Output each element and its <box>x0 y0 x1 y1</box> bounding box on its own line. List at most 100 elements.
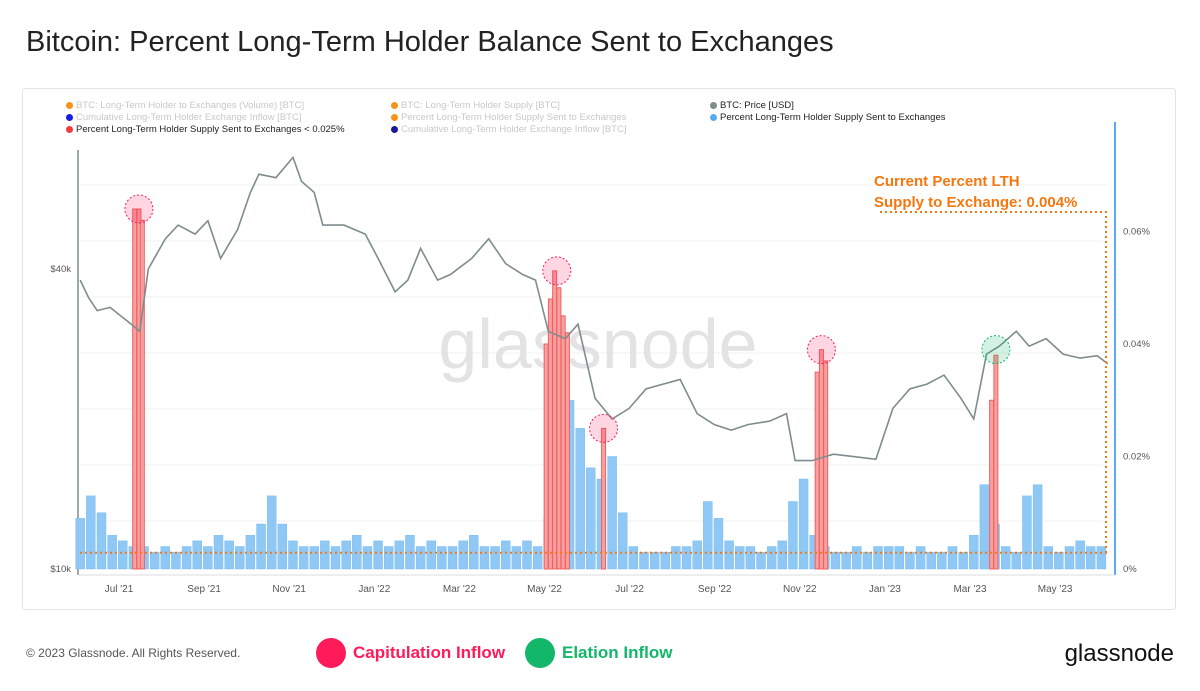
bar <box>373 540 383 570</box>
bar <box>501 540 511 570</box>
copyright: © 2023 Glassnode. All Rights Reserved. <box>26 646 241 660</box>
legend-label: Percent Long-Term Holder Supply Sent to … <box>76 124 345 135</box>
bar <box>937 551 947 570</box>
legend-label: BTC: Long-Term Holder Supply [BTC] <box>401 100 560 111</box>
bar <box>298 546 309 570</box>
bar <box>1011 551 1022 570</box>
legend-label: Percent Long-Term Holder Supply Sent to … <box>401 112 627 123</box>
capitulation-dot-icon <box>316 638 346 668</box>
bar <box>479 546 490 570</box>
bar <box>671 546 681 570</box>
left-tick-label: $10k <box>50 564 71 575</box>
bar <box>75 518 85 570</box>
x-tick-label: Nov '22 <box>783 584 817 595</box>
bar <box>1096 546 1107 570</box>
bar <box>639 551 649 570</box>
legend-dot-icon <box>391 113 398 121</box>
x-tick-label: Jul '21 <box>105 584 134 595</box>
left-tick-label: $40k <box>50 264 71 275</box>
legend-dot-icon <box>66 113 73 121</box>
bar <box>384 546 394 570</box>
x-tick-label: May '23 <box>1038 584 1073 595</box>
bar <box>192 540 202 570</box>
red-bar <box>547 298 553 570</box>
red-bar <box>556 287 562 570</box>
bar <box>788 501 798 570</box>
legend-item[interactable]: BTC: Long-Term Holder to Exchanges (Volu… <box>66 100 304 111</box>
bar <box>522 540 532 570</box>
elation-label: Elation Inflow <box>562 643 673 662</box>
bar <box>181 546 192 570</box>
legend-item[interactable]: Percent Long-Term Holder Supply Sent to … <box>66 124 345 135</box>
legend-dot-icon <box>710 113 717 121</box>
bar <box>341 540 351 570</box>
bar <box>330 546 341 570</box>
x-tick-label: Jan '22 <box>358 584 390 595</box>
bar <box>224 540 234 570</box>
bar <box>947 546 958 570</box>
bar <box>447 546 458 570</box>
x-tick-label: Jul '22 <box>615 584 644 595</box>
red-bar <box>823 360 829 570</box>
bar <box>745 546 756 570</box>
bar <box>1032 484 1043 570</box>
bar <box>235 546 245 570</box>
legend-label: Cumulative Long-Term Holder Exchange Inf… <box>401 124 627 135</box>
bar <box>1075 540 1085 570</box>
elation-highlight <box>981 335 1011 365</box>
legend-item[interactable]: Cumulative Long-Term Holder Exchange Inf… <box>391 124 626 135</box>
legend-label: BTC: Long-Term Holder to Exchanges (Volu… <box>76 100 305 111</box>
bar <box>458 540 468 570</box>
bar <box>660 551 670 570</box>
red-bar <box>818 349 824 570</box>
bar <box>213 535 224 570</box>
bar <box>915 546 926 570</box>
brand-logo: glassnode <box>1064 640 1174 667</box>
right-tick-label: 0.06% <box>1123 227 1150 238</box>
legend-item[interactable]: BTC: Price [USD] <box>710 100 794 111</box>
legend-dot-icon <box>391 125 398 133</box>
bar <box>96 512 107 570</box>
bar <box>979 484 990 570</box>
bar <box>692 540 702 570</box>
legend-item[interactable]: Percent Long-Term Holder Supply Sent to … <box>391 112 627 123</box>
capitulation-highlight <box>806 335 836 365</box>
bar <box>532 546 543 570</box>
bar <box>798 478 809 570</box>
bar <box>362 546 373 570</box>
x-tick-label: Jan '23 <box>869 584 901 595</box>
bar <box>426 540 436 570</box>
bar <box>830 551 841 570</box>
bar <box>724 540 734 570</box>
legend-item[interactable]: Cumulative Long-Term Holder Exchange Inf… <box>66 112 301 123</box>
bar <box>841 551 851 570</box>
x-tick-label: Sep '22 <box>698 584 732 595</box>
bar <box>894 546 905 570</box>
bar <box>437 546 447 570</box>
capitulation-label: Capitulation Inflow <box>353 643 506 662</box>
bar <box>394 540 405 570</box>
bar <box>1022 495 1032 570</box>
red-bar <box>993 354 999 570</box>
elation-legend: Elation Inflow <box>525 638 673 668</box>
capitulation-highlight <box>589 413 619 443</box>
bar <box>873 546 883 570</box>
bar <box>649 551 660 570</box>
right-tick-label: 0.04% <box>1123 339 1150 350</box>
capitulation-legend: Capitulation Inflow <box>316 638 505 668</box>
red-bar <box>989 399 995 570</box>
bar <box>1054 551 1064 570</box>
bar <box>1064 546 1075 570</box>
bar <box>862 551 873 570</box>
bar <box>288 540 298 570</box>
bar <box>277 523 288 570</box>
red-bar <box>814 371 820 570</box>
annotation-text: Supply to Exchange: 0.004% <box>874 194 1077 211</box>
legend-label: Percent Long-Term Holder Supply Sent to … <box>720 112 946 123</box>
bar <box>309 546 319 570</box>
legend-item[interactable]: BTC: Long-Term Holder Supply [BTC] <box>391 100 560 111</box>
legend-item[interactable]: Percent Long-Term Holder Supply Sent to … <box>710 112 946 123</box>
legend-label: Cumulative Long-Term Holder Exchange Inf… <box>76 112 302 123</box>
x-tick-label: Mar '23 <box>953 584 986 595</box>
